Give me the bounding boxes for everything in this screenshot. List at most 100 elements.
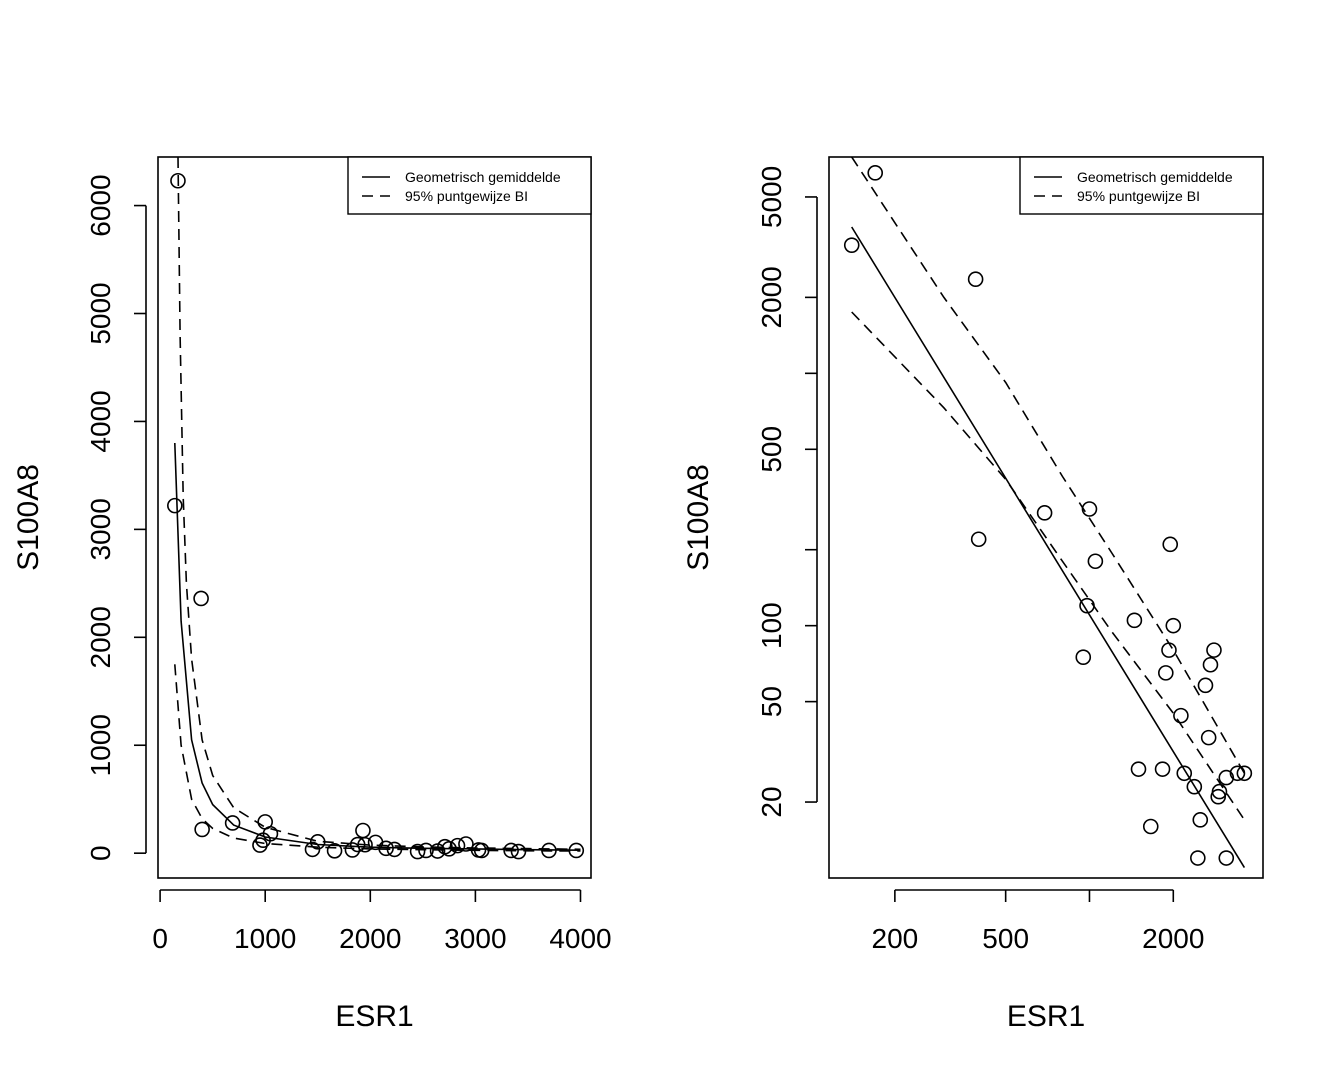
data-point bbox=[503, 842, 519, 859]
y-tick-label: 5000 bbox=[85, 282, 116, 344]
x-tick-label: 200 bbox=[872, 923, 919, 954]
data-point bbox=[262, 825, 279, 842]
fit-line bbox=[851, 226, 1246, 869]
y-tick-label: 4000 bbox=[85, 390, 116, 452]
x-tick-label: 1000 bbox=[234, 923, 296, 954]
data-point bbox=[1079, 597, 1095, 614]
data-point bbox=[1200, 729, 1217, 746]
data-point bbox=[386, 841, 403, 858]
data-point bbox=[1158, 665, 1174, 681]
x-tick-label: 3000 bbox=[444, 923, 506, 954]
data-point bbox=[1197, 677, 1214, 694]
data-point bbox=[1206, 642, 1222, 658]
legend-label: 95% puntgewijze BI bbox=[405, 188, 528, 204]
data-point bbox=[1126, 612, 1143, 629]
y-tick-label: 1000 bbox=[85, 714, 116, 776]
data-point bbox=[970, 531, 987, 548]
x-axis: 200 500 2000 ESR1 bbox=[872, 889, 1204, 1033]
x-axis: 0 1000 2000 3000 4000 ESR1 bbox=[152, 889, 612, 1033]
x-axis-title: ESR1 bbox=[1007, 1000, 1085, 1033]
x-tick-label: 500 bbox=[982, 923, 1029, 954]
data-point bbox=[1211, 783, 1228, 800]
data-point bbox=[541, 842, 557, 859]
legend-label: Geometrisch gemiddelde bbox=[405, 169, 561, 185]
x-tick-label: 2000 bbox=[1142, 923, 1204, 954]
y-axis: 0 1000 2000 3000 4000 5000 6000 S100A8 bbox=[12, 174, 147, 861]
data-point bbox=[1176, 765, 1193, 782]
data-point bbox=[194, 821, 210, 838]
data-point bbox=[1229, 765, 1246, 782]
legend: Geometrisch gemiddelde 95% puntgewijze BI bbox=[1019, 156, 1264, 215]
data-point bbox=[1130, 761, 1147, 777]
ci-lower-line bbox=[174, 664, 581, 852]
ci-upper-line bbox=[851, 157, 1246, 774]
data-point bbox=[867, 165, 884, 181]
data-point bbox=[843, 237, 860, 253]
data-point bbox=[1236, 765, 1253, 782]
data-point bbox=[170, 172, 186, 189]
legend-label: 95% puntgewijze BI bbox=[1077, 188, 1200, 204]
data-point bbox=[568, 842, 585, 859]
y-tick-label: 6000 bbox=[85, 174, 116, 236]
data-point bbox=[326, 843, 343, 859]
data-point bbox=[510, 843, 527, 860]
data-point bbox=[1173, 707, 1189, 724]
legend: Geometrisch gemiddelde 95% puntgewijze BI bbox=[347, 156, 592, 215]
data-point bbox=[1142, 818, 1159, 835]
data-point bbox=[1186, 778, 1203, 795]
series-lines bbox=[174, 157, 581, 852]
data-point bbox=[409, 843, 426, 860]
data-point bbox=[1075, 649, 1092, 665]
y-axis-title: S100A8 bbox=[682, 464, 715, 571]
x-tick-label: 2000 bbox=[339, 923, 401, 954]
y-tick-label: 100 bbox=[756, 602, 787, 649]
data-point bbox=[1218, 850, 1235, 866]
data-point bbox=[458, 836, 474, 852]
panel-2: 200 500 2000 ESR1 20 50 100 500 2000 5000 S100A8 Ge… bbox=[682, 156, 1264, 1033]
y-tick-label: 50 bbox=[756, 686, 787, 717]
data-point bbox=[167, 497, 183, 514]
plot-frame bbox=[828, 156, 1264, 879]
data-point bbox=[1202, 656, 1219, 673]
data-point bbox=[449, 837, 466, 854]
data-point bbox=[252, 837, 268, 853]
data-point bbox=[1081, 501, 1098, 517]
data-point bbox=[1161, 642, 1177, 658]
legend-box bbox=[347, 156, 592, 215]
plot-frame bbox=[157, 156, 592, 879]
fit-line bbox=[174, 442, 581, 851]
ci-lower-line bbox=[851, 311, 1246, 821]
data-point bbox=[355, 822, 371, 839]
y-tick-label: 5000 bbox=[756, 166, 787, 228]
data-point bbox=[224, 815, 241, 831]
data-point bbox=[1162, 536, 1179, 553]
data-point bbox=[1036, 505, 1053, 521]
y-tick-label: 0 bbox=[85, 845, 116, 861]
data-points bbox=[167, 172, 585, 860]
data-points bbox=[843, 165, 1253, 866]
data-point bbox=[1154, 761, 1171, 777]
y-tick-label: 20 bbox=[756, 786, 787, 817]
y-tick-label: 2000 bbox=[85, 606, 116, 668]
panel-1: 0 1000 2000 3000 4000 ESR1 0 1000 2000 3000 4000 50… bbox=[12, 156, 612, 1033]
y-tick-label: 3000 bbox=[85, 498, 116, 560]
data-point bbox=[441, 841, 457, 857]
data-point bbox=[349, 836, 366, 853]
data-point bbox=[429, 843, 446, 859]
data-point bbox=[1087, 553, 1104, 570]
data-point bbox=[418, 842, 434, 859]
data-point bbox=[309, 834, 326, 850]
data-point bbox=[1218, 769, 1235, 786]
x-axis-title: ESR1 bbox=[335, 1000, 413, 1033]
y-axis: 20 50 100 500 2000 5000 S100A8 bbox=[682, 166, 818, 818]
series-lines bbox=[851, 157, 1246, 869]
data-point bbox=[378, 840, 394, 857]
y-axis-title: S100A8 bbox=[12, 464, 45, 571]
ci-upper-line bbox=[177, 157, 581, 851]
y-tick-label: 2000 bbox=[756, 266, 787, 328]
y-tick-label: 500 bbox=[756, 426, 787, 473]
data-point bbox=[967, 271, 984, 288]
legend-label: Geometrisch gemiddelde bbox=[1077, 169, 1233, 185]
legend-box bbox=[1019, 156, 1264, 215]
